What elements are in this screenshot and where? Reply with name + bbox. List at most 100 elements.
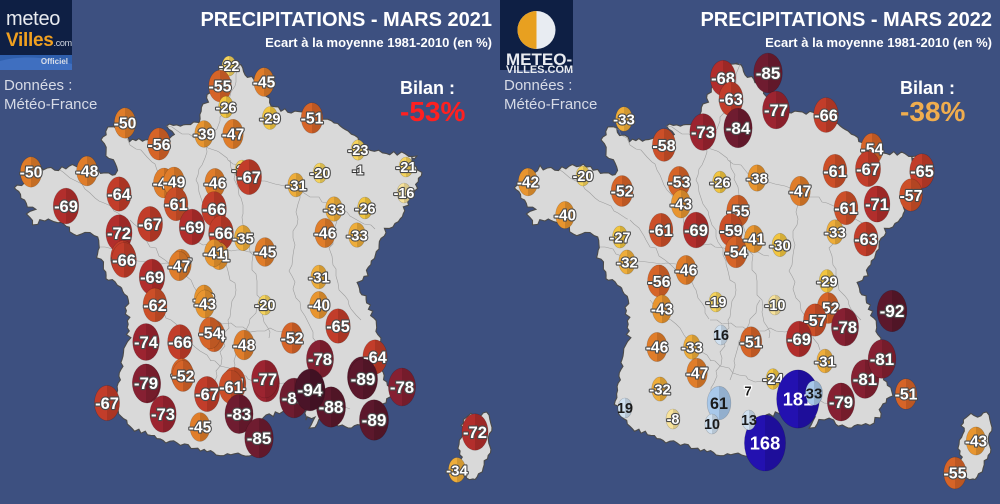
svg-text:-31: -31	[285, 178, 307, 194]
svg-text:-81: -81	[870, 350, 894, 369]
svg-text:-66: -66	[814, 107, 838, 125]
svg-text:-89: -89	[351, 370, 376, 389]
svg-text:-41: -41	[743, 232, 766, 249]
svg-text:-77: -77	[764, 101, 788, 120]
svg-text:-8: -8	[667, 412, 680, 428]
svg-text:-65: -65	[910, 163, 934, 181]
svg-text:-52: -52	[172, 369, 195, 386]
svg-text:-30: -30	[769, 238, 790, 254]
svg-text:-45: -45	[254, 245, 277, 262]
svg-text:-31: -31	[814, 354, 836, 370]
svg-text:-69: -69	[140, 269, 164, 287]
svg-text:-43: -43	[670, 197, 692, 214]
svg-text:-20: -20	[573, 169, 594, 185]
svg-text:-39: -39	[193, 127, 215, 144]
svg-text:-50: -50	[114, 116, 137, 133]
svg-text:-48: -48	[76, 164, 99, 181]
svg-text:-79: -79	[134, 374, 158, 393]
svg-text:16: 16	[713, 328, 729, 344]
svg-text:-78: -78	[390, 378, 414, 397]
svg-text:-42: -42	[517, 175, 539, 192]
svg-text:-26: -26	[215, 100, 236, 116]
svg-text:-1: -1	[352, 163, 364, 178]
svg-text:-26: -26	[709, 175, 730, 191]
svg-text:33: 33	[806, 385, 823, 402]
svg-text:-85: -85	[756, 64, 781, 83]
svg-text:61: 61	[710, 395, 728, 413]
svg-text:-56: -56	[647, 274, 670, 291]
svg-text:-78: -78	[833, 318, 857, 337]
svg-text:-61: -61	[823, 163, 846, 181]
svg-text:-46: -46	[204, 176, 227, 193]
svg-text:-46: -46	[646, 340, 669, 357]
svg-text:-51: -51	[740, 335, 763, 352]
svg-text:-45: -45	[253, 75, 276, 92]
svg-text:-66: -66	[168, 334, 192, 352]
svg-text:-69: -69	[54, 198, 78, 216]
svg-text:-46: -46	[314, 226, 337, 243]
svg-text:-33: -33	[613, 111, 635, 128]
svg-text:-21: -21	[396, 160, 417, 176]
svg-text:-61: -61	[164, 196, 187, 214]
svg-text:-19: -19	[706, 295, 727, 311]
svg-text:-43: -43	[651, 302, 673, 319]
svg-text:-69: -69	[684, 222, 708, 240]
svg-text:-27: -27	[609, 230, 630, 246]
svg-text:-16: -16	[394, 186, 415, 202]
svg-text:-55: -55	[209, 79, 232, 96]
svg-text:-64: -64	[107, 186, 131, 204]
svg-text:-61: -61	[834, 200, 857, 218]
svg-text:-71: -71	[865, 196, 889, 214]
svg-text:-48: -48	[233, 338, 256, 355]
svg-text:-47: -47	[168, 259, 191, 276]
svg-text:-78: -78	[308, 350, 332, 369]
svg-text:-40: -40	[308, 298, 330, 315]
svg-text:13: 13	[741, 413, 757, 429]
svg-text:-85: -85	[247, 429, 272, 448]
svg-text:-23: -23	[348, 143, 369, 159]
svg-text:-47: -47	[686, 366, 709, 383]
svg-text:-10: -10	[765, 298, 786, 314]
svg-text:-29: -29	[816, 274, 837, 290]
svg-text:-69: -69	[180, 219, 204, 237]
svg-text:-31: -31	[308, 270, 330, 286]
svg-text:-63: -63	[854, 231, 877, 249]
svg-text:7: 7	[744, 384, 751, 399]
svg-text:-67: -67	[95, 395, 119, 413]
svg-text:-52: -52	[611, 184, 634, 201]
svg-text:-89: -89	[362, 411, 387, 430]
svg-text:-50: -50	[20, 165, 43, 182]
svg-text:-43: -43	[194, 297, 216, 314]
svg-text:168: 168	[750, 433, 781, 454]
svg-text:-20: -20	[255, 298, 276, 314]
svg-text:-67: -67	[138, 216, 162, 234]
svg-text:-47: -47	[222, 127, 245, 144]
svg-text:10: 10	[704, 417, 720, 433]
svg-text:-41: -41	[203, 246, 226, 263]
svg-text:-32: -32	[616, 255, 638, 271]
svg-text:-52: -52	[281, 331, 304, 348]
svg-text:-72: -72	[107, 224, 131, 243]
svg-text:-61: -61	[219, 379, 242, 397]
svg-text:-73: -73	[151, 405, 175, 424]
svg-text:-46: -46	[675, 263, 698, 280]
svg-text:-26: -26	[354, 201, 375, 217]
svg-text:-77: -77	[253, 370, 277, 389]
svg-text:-32: -32	[649, 382, 671, 398]
svg-text:-69: -69	[787, 331, 811, 349]
svg-text:-61: -61	[649, 222, 672, 240]
svg-text:-62: -62	[143, 297, 166, 315]
svg-text:-33: -33	[323, 201, 345, 218]
svg-text:-56: -56	[147, 137, 170, 154]
svg-text:-92: -92	[880, 301, 905, 321]
svg-text:-79: -79	[829, 393, 853, 412]
svg-text:-47: -47	[789, 184, 812, 201]
svg-text:-40: -40	[554, 208, 576, 225]
svg-text:-66: -66	[112, 252, 136, 270]
svg-text:-58: -58	[652, 137, 675, 155]
svg-text:-55: -55	[944, 466, 967, 483]
svg-text:-45: -45	[189, 420, 212, 437]
svg-text:-33: -33	[824, 224, 846, 241]
svg-text:-34: -34	[446, 462, 468, 479]
svg-text:-65: -65	[326, 318, 350, 336]
